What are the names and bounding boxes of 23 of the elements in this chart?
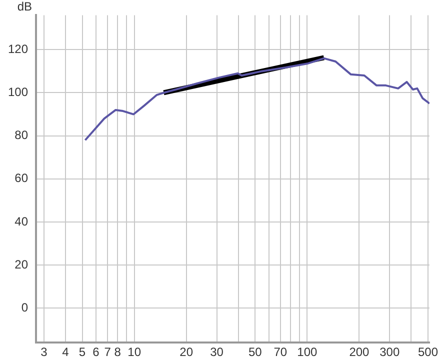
x-tick-label: 50 xyxy=(248,345,262,360)
x-tick-label: 8 xyxy=(114,345,122,360)
x-tick-label: 300 xyxy=(380,345,400,360)
x-tick-label: 6 xyxy=(92,345,100,360)
x-tick-label: 30 xyxy=(210,345,224,360)
y-tick-label: 120 xyxy=(8,42,28,56)
y-tick-label: 80 xyxy=(14,128,28,142)
x-tick-label: 100 xyxy=(297,345,318,360)
x-tick-label: 10 xyxy=(128,345,142,360)
y-tick-label: 0 xyxy=(21,300,28,314)
y-axis-title: dB xyxy=(17,0,32,14)
x-tick-label: 500 xyxy=(418,345,438,360)
y-tick-label: 20 xyxy=(14,257,28,272)
y-tick-label: 40 xyxy=(14,214,28,228)
x-tick-label: 3 xyxy=(40,345,48,360)
x-tick-label: 200 xyxy=(349,345,370,360)
x-tick-label: 7 xyxy=(104,345,112,360)
x-tick-label: 5 xyxy=(78,345,86,360)
x-tick-label: 70 xyxy=(274,345,288,360)
y-tick-label: 100 xyxy=(8,85,28,100)
y-tick-label: 60 xyxy=(14,171,28,186)
x-tick-label: 4 xyxy=(62,345,70,360)
x-tick-label: 20 xyxy=(180,345,194,360)
